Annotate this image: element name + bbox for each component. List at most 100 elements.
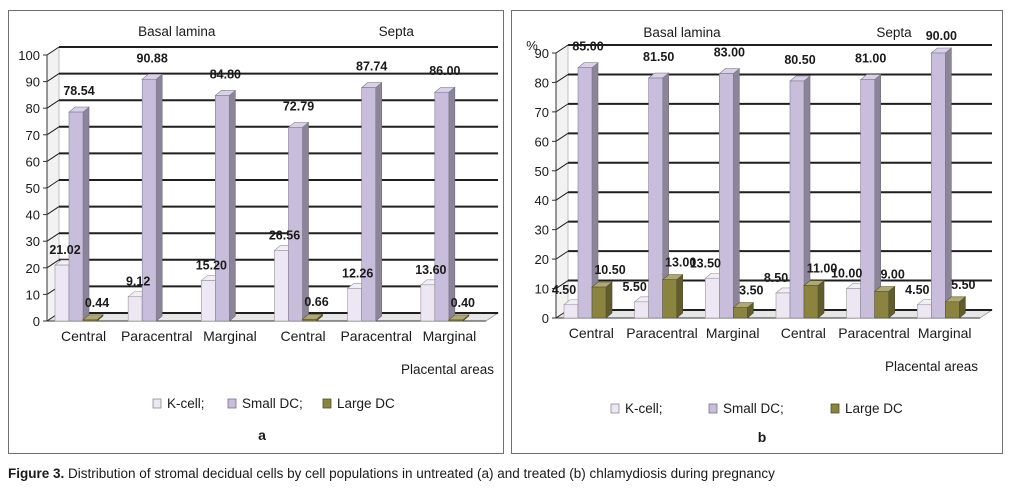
bar: [448, 314, 470, 322]
data-label: 84.80: [210, 67, 241, 81]
data-label: 4.50: [905, 283, 929, 297]
gridline-depth: [46, 206, 60, 216]
bar: [944, 296, 967, 319]
x-tick-label: Marginal: [918, 325, 972, 341]
legend-label: K-cell;: [167, 396, 205, 411]
y-tick-label: 90: [535, 46, 549, 61]
data-label: 78.54: [63, 84, 94, 98]
legend-swatch: [708, 403, 718, 414]
bar: [287, 121, 310, 322]
caption-text: Distribution of stromal decidual cells b…: [68, 466, 775, 481]
bar: [647, 72, 670, 319]
legend-label: Small DC;: [242, 396, 303, 411]
gridline-depth: [555, 44, 569, 54]
gridline-depth: [555, 280, 569, 289]
y-tick-label: 80: [535, 75, 549, 90]
gridline-depth: [46, 232, 60, 242]
data-label: 86.00: [429, 64, 460, 78]
y-tick-label: 20: [535, 252, 549, 267]
data-label: 90.88: [137, 51, 168, 65]
y-tick-label: 10: [535, 282, 549, 297]
bar: [141, 73, 163, 322]
bar: [82, 314, 104, 322]
group-label: Basal lamina: [138, 24, 216, 39]
y-tick-label: 0: [542, 311, 549, 326]
panel-label: a: [258, 427, 266, 443]
chart-a: 0 10 20 30 40 50 60 70 80 90 100 Central Paracentral…: [18, 24, 500, 443]
x-tick-label: Central: [781, 325, 826, 341]
bar: [732, 302, 755, 319]
y-tick-label: 70: [26, 128, 40, 143]
gridline-depth: [555, 103, 569, 113]
y-tick-label: 90: [26, 75, 40, 90]
bar: [718, 67, 741, 319]
y-tick-label: 60: [535, 134, 549, 149]
bar: [789, 75, 811, 319]
bar: [803, 279, 825, 319]
legend-swatch: [152, 398, 162, 409]
y-tick-label: 30: [535, 223, 549, 238]
y-tick-label: 10: [26, 287, 40, 302]
y-tick-label: 50: [535, 164, 549, 179]
data-label: 10.00: [831, 267, 862, 281]
legend-label: Large DC: [337, 396, 395, 411]
gridline-depth: [46, 46, 60, 56]
y-tick-label: 40: [26, 208, 40, 223]
x-tick-label: Marginal: [203, 328, 257, 344]
data-label: 21.02: [49, 243, 80, 257]
x-tick-label: Central: [569, 325, 614, 341]
data-label: 4.50: [552, 283, 576, 297]
y-tick-label: 80: [26, 101, 40, 116]
gridline-depth: [46, 259, 60, 269]
bar: [434, 86, 456, 322]
x-tick-label: Paracentral: [340, 328, 412, 344]
bar: [661, 274, 684, 319]
data-label: 8.50: [764, 271, 788, 285]
data-label: 90.00: [926, 29, 957, 43]
bar: [930, 47, 953, 319]
y-tick-label: 30: [26, 234, 40, 249]
data-label: 15.20: [196, 259, 227, 273]
chart-b: 0 10 20 30 40 50 60 70 80 90% Central Paracentral Ma…: [526, 25, 994, 445]
panel-label: b: [758, 429, 767, 445]
data-label: 12.26: [342, 266, 373, 280]
bar: [360, 81, 383, 322]
gridline-depth: [46, 73, 60, 83]
bar: [68, 106, 90, 322]
gridline-depth: [555, 250, 569, 260]
x-tick-label: Central: [61, 328, 106, 344]
data-label: 72.79: [283, 99, 314, 113]
x-tick-label: Marginal: [423, 328, 477, 344]
data-label: 81.00: [855, 52, 886, 66]
bar: [577, 62, 599, 319]
group-label: Septa: [379, 24, 415, 39]
legend-swatch: [322, 398, 332, 409]
data-label: 85.00: [572, 40, 603, 54]
group-label: Basal lamina: [643, 25, 721, 40]
data-label: 81.50: [643, 50, 674, 64]
legend-swatch: [227, 398, 237, 409]
y-tick-label: 50: [26, 181, 40, 196]
gridline-depth: [46, 179, 60, 189]
y-tick-label: 60: [26, 154, 40, 169]
x-axis-label: Placental areas: [401, 362, 494, 377]
legend-swatch: [830, 403, 840, 414]
figure-caption: Figure 3. Distribution of stromal decidu…: [8, 466, 1003, 481]
data-label: 26.56: [269, 228, 300, 242]
gridline-depth: [555, 191, 569, 201]
data-label: 13.50: [690, 256, 721, 270]
bar: [591, 281, 613, 319]
data-label: 5.50: [622, 280, 646, 294]
data-label: 0.44: [85, 296, 109, 310]
y-tick-label: 20: [26, 261, 40, 276]
legend-label: Small DC;: [723, 401, 784, 416]
x-tick-label: Central: [281, 328, 326, 344]
y-tick-label: 100: [18, 48, 40, 63]
data-label: 0.66: [304, 295, 328, 309]
bar: [301, 313, 324, 322]
data-label: 13.00: [665, 256, 696, 270]
y-axis-label: %: [526, 38, 538, 53]
bar: [214, 89, 237, 322]
gridline-depth: [555, 162, 569, 172]
data-label: 83.00: [714, 46, 745, 60]
